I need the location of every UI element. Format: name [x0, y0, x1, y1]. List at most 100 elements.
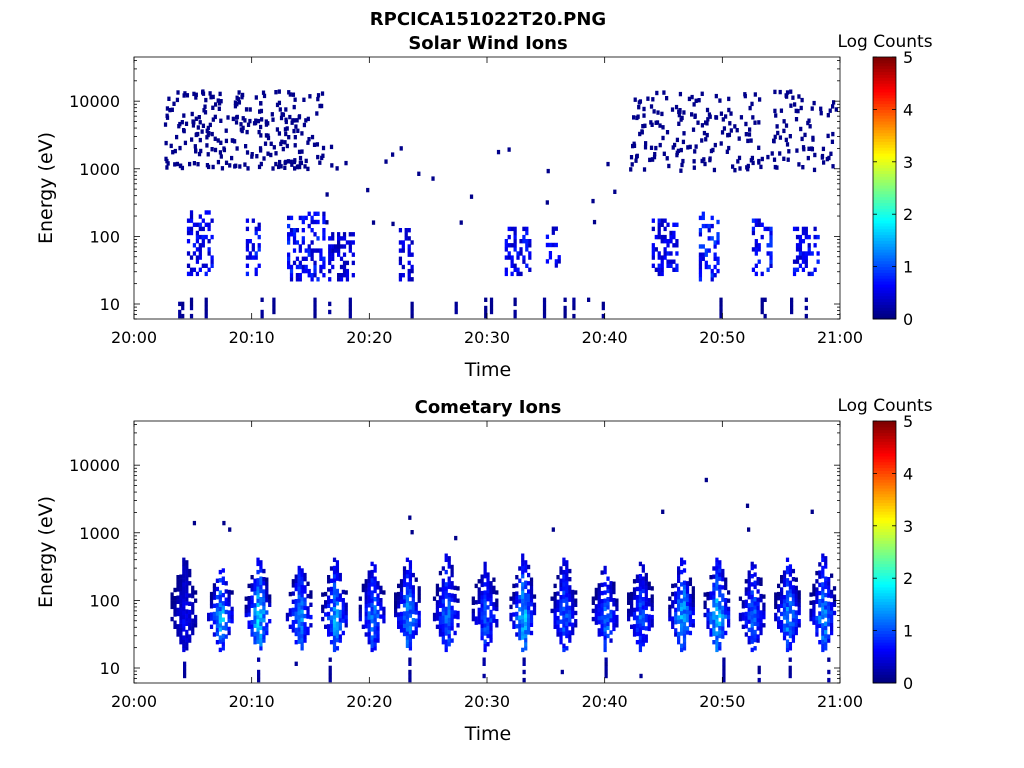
spectrogram-cell — [184, 121, 189, 126]
spectrogram-cell — [809, 616, 813, 622]
spectrogram-cell — [527, 572, 531, 578]
spectrogram-cell — [641, 621, 645, 626]
spectrogram-cell — [774, 113, 778, 118]
spectrogram-cell — [235, 115, 239, 120]
spectrogram-cell — [335, 560, 340, 565]
spectrogram-cell — [338, 622, 342, 627]
spectrogram-cell — [774, 600, 778, 605]
spectrogram-cell — [716, 260, 720, 266]
spectrogram-cell — [512, 583, 516, 589]
spectrogram-cell — [308, 94, 312, 99]
spectrogram-cell — [253, 590, 257, 596]
spectrogram-cell — [759, 614, 763, 619]
spectrogram-cell — [724, 114, 728, 119]
spectrogram-cell — [408, 625, 413, 631]
spectrogram-cell — [637, 105, 641, 110]
spectrogram-cell — [221, 580, 225, 585]
spectrogram-cell — [405, 614, 410, 620]
spectrogram-cell — [321, 608, 325, 614]
spectrogram-cell — [294, 627, 298, 633]
spectrogram-cell — [192, 91, 196, 97]
spectrogram-cell — [195, 259, 200, 264]
spectrogram-cell — [292, 240, 297, 245]
spectrogram-cell — [198, 120, 202, 125]
spectrogram-cell — [600, 603, 604, 608]
spectrogram-cell — [606, 601, 610, 606]
spectrogram-cell — [489, 305, 494, 311]
spectrogram-cell — [224, 128, 228, 133]
spectrogram-cell — [300, 605, 304, 610]
spectrogram-cell — [298, 164, 302, 170]
spectrogram-cell — [483, 619, 487, 624]
spectrogram-cell — [527, 618, 531, 623]
spectrogram-cell — [727, 619, 731, 624]
spectrogram-cell — [632, 595, 637, 600]
spectrogram-cell — [441, 603, 445, 608]
spectrogram-cell — [757, 222, 761, 227]
spectrogram-cell — [408, 646, 413, 651]
spectrogram-cell — [821, 614, 825, 620]
spectrogram-cell — [753, 646, 757, 651]
cometary-ions-panel: Cometary Ions 20:00 20:10 20:20 20:30 20:40 2… — [35, 396, 933, 745]
spectrogram-cell — [410, 301, 414, 307]
spectrogram-cell — [709, 628, 713, 633]
spectrogram-cell — [785, 623, 790, 628]
spectrogram-cell — [394, 592, 398, 597]
spectrogram-cell — [677, 619, 681, 624]
spectrogram-cell — [191, 618, 195, 623]
spectrogram-cell — [612, 622, 616, 627]
spectrogram-cell — [484, 313, 488, 319]
spectrogram-cell — [265, 585, 269, 591]
spectrogram-cell — [287, 135, 291, 140]
spectrogram-cell — [182, 635, 186, 640]
spectrogram-cell — [691, 598, 695, 603]
spectrogram-cell — [724, 602, 728, 607]
spectrogram-cell — [438, 611, 443, 617]
spectrogram-cell — [259, 576, 263, 581]
spectrogram-cell — [714, 115, 719, 120]
spectrogram-cell — [677, 574, 681, 579]
spectrogram-cell — [612, 618, 616, 623]
colorbar-step — [873, 677, 896, 681]
spectrogram-cell — [405, 594, 410, 599]
spectrogram-cell — [303, 164, 307, 169]
colorbar-step — [873, 91, 896, 96]
spectrogram-cell — [313, 301, 317, 307]
spectrogram-cell — [721, 626, 725, 631]
spectrogram-cell — [696, 120, 700, 125]
spectrogram-cell — [399, 620, 404, 625]
spectrogram-cell — [408, 673, 412, 679]
spectrogram-cell — [332, 627, 337, 632]
spectrogram-cell — [335, 625, 340, 631]
spectrogram-cell — [542, 297, 547, 302]
spectrogram-cell — [256, 561, 260, 567]
spectrogram-cell — [666, 222, 670, 227]
spectrogram-cell — [521, 619, 525, 624]
spectrogram-cell — [447, 576, 451, 581]
spectrogram-cell — [753, 613, 757, 618]
spectrogram-cell — [331, 252, 335, 257]
spectrogram-cell — [759, 626, 763, 632]
spectrogram-cell — [327, 587, 331, 592]
spectrogram-cell — [310, 252, 314, 257]
spectrogram-cell — [757, 665, 761, 671]
spectrogram-cell — [635, 631, 640, 637]
spectrogram-cell — [322, 211, 326, 216]
spectrogram-cell — [780, 620, 784, 625]
spectrogram-cell — [397, 616, 401, 621]
spectrogram-cell — [806, 155, 810, 161]
spectrogram-cell — [204, 305, 208, 311]
spectrogram-cell — [747, 527, 751, 532]
spectrogram-cell — [818, 640, 822, 645]
spectrogram-cell — [705, 107, 710, 113]
spectrogram-cell — [601, 305, 605, 311]
spectrogram-cell — [830, 573, 834, 578]
spectrogram-cell — [328, 665, 332, 671]
spectrogram-cell — [258, 109, 262, 114]
colorbar-step — [873, 170, 896, 174]
spectrogram-cell — [753, 601, 757, 606]
spectrogram-cell — [719, 301, 723, 307]
spectrogram-cell — [685, 581, 690, 586]
spectrogram-cell — [182, 582, 186, 587]
spectrogram-cell — [827, 609, 831, 615]
